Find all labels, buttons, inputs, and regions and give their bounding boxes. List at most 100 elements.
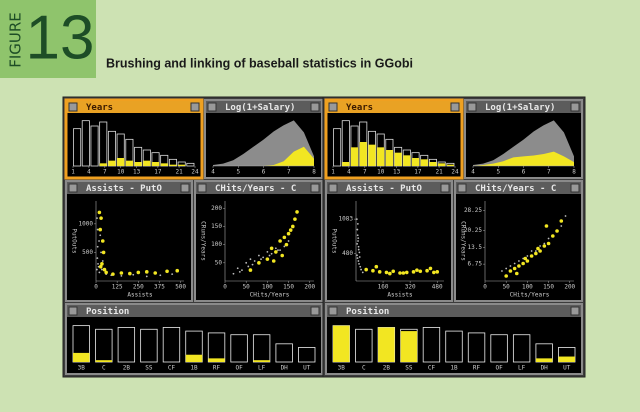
category-label: DH <box>541 365 549 372</box>
hist-bar-brushed <box>446 164 454 166</box>
hist-bar-brushed <box>169 164 177 166</box>
category-label: CF <box>428 365 436 372</box>
category-bar-brushed <box>378 327 395 362</box>
point <box>361 271 364 274</box>
point-brushed <box>544 224 549 228</box>
tick-label: 5 <box>496 169 500 176</box>
point <box>97 262 99 265</box>
point-brushed <box>538 249 542 253</box>
point-brushed <box>411 270 416 274</box>
point <box>526 255 529 257</box>
category-bar <box>490 334 508 363</box>
hist-bar <box>186 162 195 167</box>
density-brushed <box>473 151 574 166</box>
category-label: CF <box>168 365 176 372</box>
tick-label: 10 <box>117 169 125 176</box>
point <box>356 242 359 245</box>
window-title: CHits/Years - C <box>215 183 296 194</box>
point-brushed <box>415 268 419 272</box>
window-button <box>180 183 190 193</box>
point-brushed <box>100 239 105 243</box>
tick-label: 4 <box>87 169 91 176</box>
title-bar <box>327 182 451 194</box>
hist-bar-brushed <box>342 162 350 166</box>
hist-bar-brushed <box>178 164 186 166</box>
x-axis-label: Assists <box>387 292 413 299</box>
window-button <box>207 102 217 112</box>
point <box>356 234 359 237</box>
category-bar-brushed <box>253 360 270 362</box>
title-bar <box>327 305 581 317</box>
point <box>241 269 243 271</box>
point <box>96 245 99 248</box>
title-bar <box>196 182 321 194</box>
point <box>159 274 162 277</box>
window-title: Years <box>346 103 373 113</box>
point-brushed <box>257 261 261 265</box>
point-brushed <box>508 269 513 273</box>
point-brushed <box>377 270 382 274</box>
category-bar <box>162 327 181 363</box>
point <box>258 254 260 257</box>
point-brushed <box>432 270 436 275</box>
point <box>101 268 103 271</box>
tick-label: 1083 <box>339 216 354 223</box>
point-brushed <box>271 259 276 263</box>
point <box>534 250 537 252</box>
point <box>245 261 248 264</box>
point <box>530 250 533 252</box>
category-bar-brushed <box>208 358 225 362</box>
category-bar <box>355 328 373 363</box>
window <box>65 180 193 302</box>
point <box>356 257 359 260</box>
window-button <box>310 183 320 193</box>
point-brushed <box>286 231 291 236</box>
point-brushed <box>529 254 534 258</box>
tick-label: 20.25 <box>464 227 482 234</box>
hist-bar <box>90 125 99 167</box>
window-title: Assists - PutO <box>346 183 422 194</box>
point <box>98 271 101 274</box>
point <box>287 240 290 242</box>
point-brushed <box>136 270 141 275</box>
point <box>358 262 360 265</box>
point <box>171 273 174 276</box>
tick-label: 480 <box>432 284 443 291</box>
point-brushed <box>514 271 519 276</box>
point <box>358 256 361 258</box>
title-bar <box>456 182 581 194</box>
y-axis-label: CRuns/Years <box>200 221 207 261</box>
point-brushed <box>428 266 433 271</box>
tick-label: 6.75 <box>468 261 483 268</box>
point <box>513 262 516 265</box>
point-brushed <box>128 271 132 276</box>
point <box>357 240 359 242</box>
tick-label: 320 <box>405 284 416 291</box>
point-brushed <box>100 262 104 266</box>
category-bar <box>140 328 158 363</box>
category-label: UT <box>303 365 311 372</box>
hist-bar-brushed <box>403 155 411 166</box>
point-brushed <box>521 261 525 266</box>
window-button <box>310 306 320 316</box>
title-bar <box>67 182 191 194</box>
title-bar <box>327 101 461 113</box>
point-brushed <box>269 246 274 251</box>
category-bar <box>275 343 293 363</box>
point <box>100 251 102 254</box>
category-bar <box>445 330 463 363</box>
point <box>360 268 362 271</box>
point-brushed <box>384 270 389 275</box>
point <box>501 270 503 272</box>
window-button <box>570 183 580 193</box>
tick-label: 4 <box>471 169 475 176</box>
point <box>356 228 359 231</box>
point <box>96 257 99 260</box>
hist-bar-brushed <box>125 160 133 166</box>
window-button <box>450 102 460 112</box>
tick-label: 250 <box>133 284 144 291</box>
category-label: UT <box>563 365 571 372</box>
category-label: OF <box>495 365 503 372</box>
hist-bar-brushed <box>350 147 359 166</box>
